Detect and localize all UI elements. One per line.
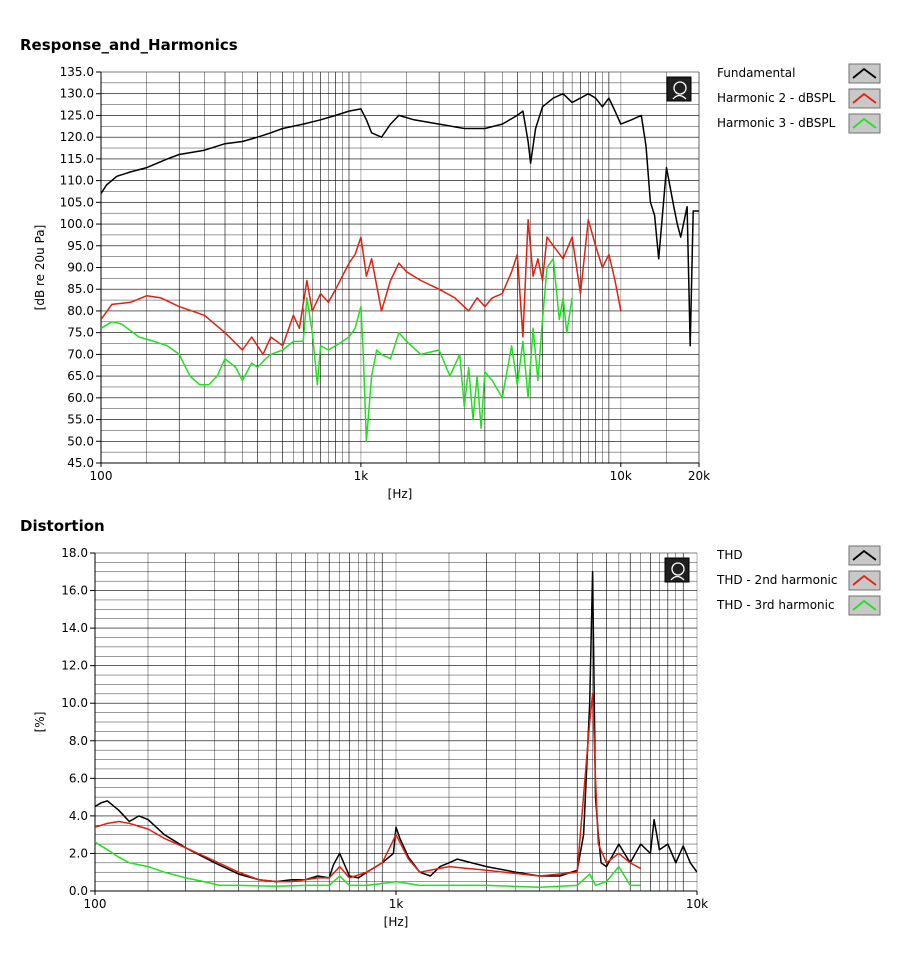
legend-distortion: THD THD - 2nd harmonic THD - 3rd harmonic (716, 545, 881, 616)
y-tick-label: 45.0 (67, 456, 94, 470)
legend-response: Fundamental Harmonic 2 - dBSPL Harmonic 3 … (717, 63, 881, 134)
legend-swatch[interactable] (848, 113, 881, 134)
y-tick-label: 50.0 (67, 434, 94, 448)
series-line-response-2 (101, 258, 573, 443)
y-tick-label: 115.0 (60, 152, 94, 166)
y-tick-label: 120.0 (60, 130, 94, 144)
legend-swatch-line (852, 117, 877, 129)
legend-label: Harmonic 2 - dBSPL (717, 91, 836, 105)
legend-swatch-line (852, 599, 877, 611)
y-tick-label: 95.0 (67, 239, 94, 253)
legend-label: Harmonic 3 - dBSPL (717, 116, 836, 130)
y-tick-label: 90.0 (67, 261, 94, 275)
legend-swatch[interactable] (848, 63, 881, 84)
y-tick-label: 10.0 (61, 696, 88, 710)
y-tick-label: 80.0 (67, 304, 94, 318)
series-line-response-0 (101, 92, 699, 347)
series-line-response-1 (101, 218, 622, 356)
y-tick-label: 12.0 (61, 659, 88, 673)
legend-label: THD (716, 548, 743, 562)
x-tick-label: 1k (354, 469, 369, 483)
legend-swatch-line (852, 92, 877, 104)
y-tick-label: 60.0 (67, 391, 94, 405)
y-tick-label: 8.0 (69, 734, 88, 748)
x-axis-label: [Hz] (388, 487, 413, 501)
y-axis-label: [%] (33, 712, 47, 733)
plot-head-icon (664, 557, 690, 583)
legend-swatch[interactable] (848, 595, 881, 616)
y-tick-label: 105.0 (60, 195, 94, 209)
y-tick-label: 18.0 (61, 546, 88, 560)
legend-label: Fundamental (717, 66, 796, 80)
y-tick-label: 130.0 (60, 87, 94, 101)
legend-swatch[interactable] (848, 570, 881, 591)
chart-title-distortion: Distortion (20, 517, 105, 535)
legend-label: THD - 2nd harmonic (716, 573, 837, 587)
legend-swatch-line (852, 574, 877, 586)
legend-swatch-line (852, 549, 877, 561)
chart-distortion: 0.0 2.0 4.0 6.0 8.0 10.0 12.0 14.0 16.0 18.0 100 1k… (33, 545, 881, 929)
y-tick-label: 6.0 (69, 771, 88, 785)
y-tick-label: 4.0 (69, 809, 88, 823)
y-tick-label: 0.0 (69, 884, 88, 898)
x-tick-label: 100 (84, 897, 107, 911)
y-tick-label: 16.0 (61, 584, 88, 598)
y-tick-label: 85.0 (67, 282, 94, 296)
x-tick-label: 20k (688, 469, 710, 483)
y-tick-label: 100.0 (60, 217, 94, 231)
plot-head-icon (666, 76, 692, 102)
series-line-distortion-2 (95, 841, 641, 888)
y-tick-label: 55.0 (67, 413, 94, 427)
chart-title-response: Response_and_Harmonics (20, 36, 238, 54)
legend-swatch-line (852, 67, 877, 79)
y-tick-label: 135.0 (60, 65, 94, 79)
y-tick-label: 14.0 (61, 621, 88, 635)
legend-label: THD - 3rd harmonic (716, 598, 835, 612)
y-tick-label: 75.0 (67, 326, 94, 340)
y-tick-label: 2.0 (69, 846, 88, 860)
x-tick-label: 10k (686, 897, 708, 911)
x-axis-label: [Hz] (384, 915, 409, 929)
chart-response: 45.0 50.0 55.0 60.0 65.0 70.0 75.0 80.0 85.0 90.0… (33, 63, 881, 501)
x-tick-label: 1k (389, 897, 404, 911)
x-tick-label: 100 (90, 469, 113, 483)
legend-swatch[interactable] (848, 88, 881, 109)
legend-swatch[interactable] (848, 545, 881, 566)
y-tick-label: 125.0 (60, 108, 94, 122)
y-tick-label: 65.0 (67, 369, 94, 383)
y-tick-label: 70.0 (67, 347, 94, 361)
y-axis-label: [dB re 20u Pa] (33, 225, 47, 311)
x-tick-label: 10k (610, 469, 632, 483)
y-tick-label: 110.0 (60, 174, 94, 188)
series-line-distortion-1 (95, 693, 642, 883)
